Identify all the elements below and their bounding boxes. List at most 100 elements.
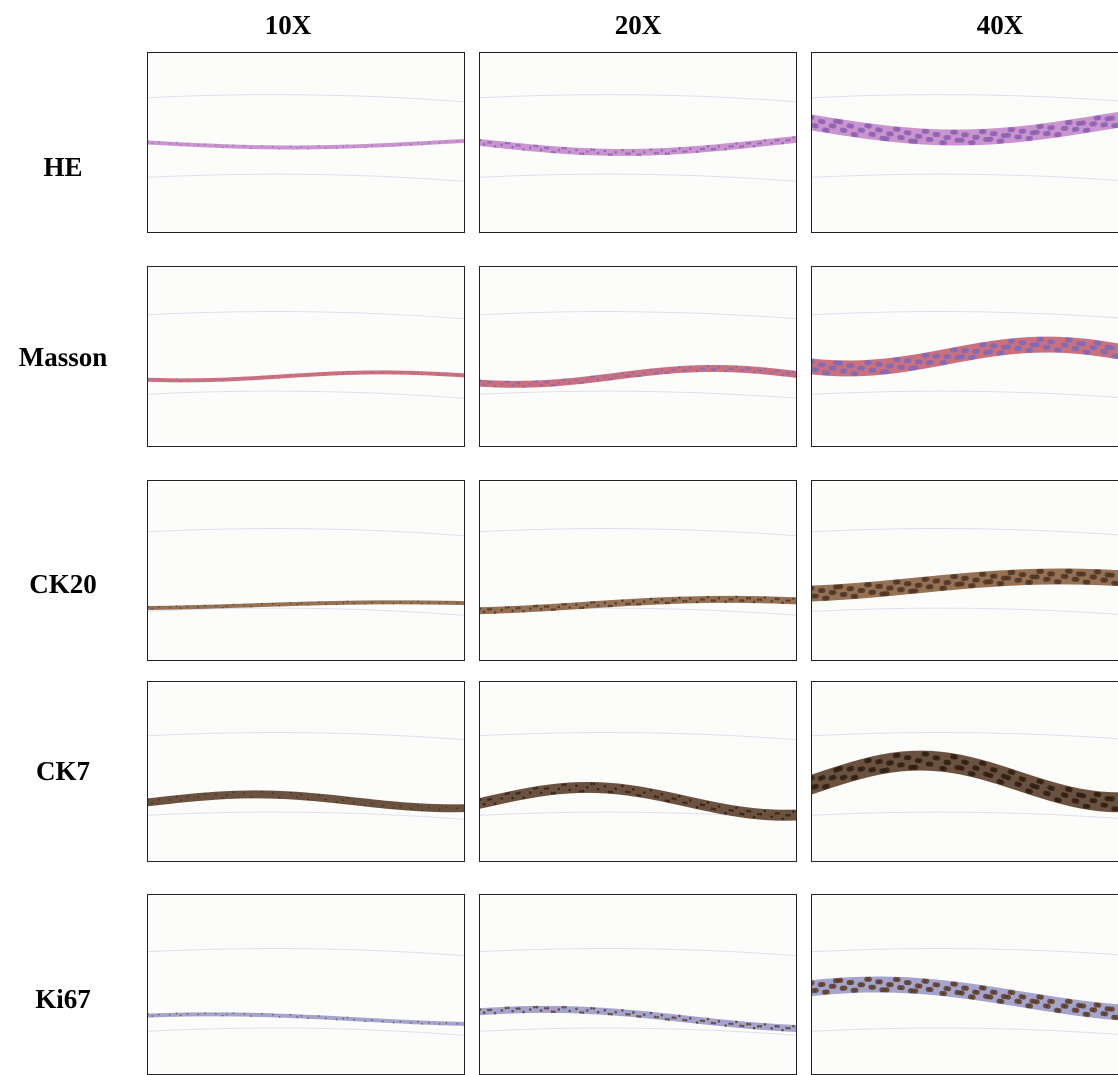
nucleus	[456, 140, 459, 143]
nucleus	[346, 370, 349, 373]
nucleus	[197, 796, 200, 798]
nucleus	[632, 149, 635, 153]
nucleus	[892, 752, 899, 759]
nucleus	[932, 755, 938, 761]
fibre	[812, 311, 1118, 319]
nucleus	[480, 138, 482, 142]
nucleus	[1064, 120, 1071, 126]
fibre	[812, 607, 1118, 615]
nucleus	[950, 129, 956, 135]
nucleus	[961, 759, 967, 765]
nucleus	[932, 982, 938, 988]
nucleus	[1036, 568, 1042, 575]
nucleus	[596, 151, 600, 155]
nucleus	[1025, 579, 1031, 585]
nucleus	[300, 1015, 303, 1017]
micrograph	[147, 480, 465, 661]
nucleus	[682, 801, 685, 804]
nucleus	[1104, 796, 1110, 802]
nucleus	[921, 128, 927, 134]
nucleus	[868, 367, 874, 373]
nucleus	[972, 577, 978, 583]
nucleus	[489, 381, 493, 384]
nucleus	[204, 378, 206, 380]
nucleus	[674, 368, 677, 372]
nucleus	[564, 146, 567, 150]
nucleus	[706, 1017, 710, 1021]
nucleus	[770, 141, 773, 145]
nucleus	[307, 1017, 309, 1019]
nucleus	[625, 790, 628, 794]
nucleus	[636, 153, 639, 156]
nucleus	[756, 369, 760, 372]
tissue-strip	[812, 336, 1118, 377]
nucleus	[507, 1006, 510, 1010]
nucleus	[832, 360, 839, 366]
nucleus	[410, 372, 412, 375]
nucleus	[850, 987, 856, 993]
nucleus	[278, 377, 281, 379]
nucleus	[787, 599, 791, 602]
nucleus	[489, 1008, 493, 1012]
nucleus	[943, 134, 949, 141]
nucleus	[522, 1010, 525, 1014]
nucleus	[557, 148, 561, 152]
nucleus	[1082, 127, 1088, 134]
nucleus	[533, 1005, 536, 1009]
micrograph-image	[812, 311, 1118, 398]
nucleus	[603, 601, 607, 605]
nucleus	[300, 145, 303, 148]
nucleus	[518, 144, 521, 147]
nucleus	[399, 1020, 402, 1023]
nucleus	[445, 140, 448, 143]
nucleus	[950, 981, 956, 987]
nucleus	[179, 1014, 182, 1017]
nucleus	[667, 601, 670, 605]
nucleus	[671, 797, 675, 800]
nucleus	[487, 140, 490, 144]
nucleus	[787, 813, 791, 817]
nucleus	[504, 792, 508, 796]
nucleus	[335, 603, 338, 606]
nucleus	[649, 148, 653, 151]
nucleus	[324, 603, 327, 605]
nucleus	[507, 141, 510, 145]
nucleus	[296, 375, 298, 377]
nucleus	[272, 145, 274, 148]
nucleus	[399, 805, 402, 807]
nucleus	[493, 384, 497, 388]
nucleus	[897, 364, 903, 370]
tissue-strip	[148, 1012, 464, 1026]
nucleus	[746, 597, 749, 600]
nucleus	[777, 812, 780, 815]
nucleus	[392, 807, 395, 809]
fibre	[812, 811, 1118, 819]
nucleus	[1025, 1003, 1031, 1009]
micrograph	[479, 480, 797, 661]
nucleus	[857, 766, 863, 772]
nucleus	[1064, 998, 1071, 1004]
nucleus	[371, 601, 373, 604]
nucleus	[632, 787, 635, 791]
nucleus	[875, 759, 881, 765]
nucleus	[518, 606, 521, 610]
nucleus	[158, 606, 160, 608]
nucleus	[1000, 344, 1006, 350]
nucleus	[954, 581, 960, 587]
nucleus	[702, 147, 706, 151]
micrograph-image	[480, 948, 796, 1036]
nucleus	[480, 798, 482, 801]
nucleus	[546, 786, 550, 790]
nucleus	[781, 817, 784, 821]
nucleus	[1036, 778, 1042, 784]
nucleus	[774, 811, 778, 815]
nucleus	[846, 979, 852, 986]
nucleus	[557, 381, 561, 384]
nucleus	[903, 979, 909, 986]
nucleus	[642, 371, 646, 375]
fibre	[148, 607, 464, 616]
nucleus	[682, 1018, 685, 1022]
nucleus	[158, 798, 160, 801]
nucleus	[1104, 116, 1110, 122]
nucleus	[932, 578, 938, 584]
